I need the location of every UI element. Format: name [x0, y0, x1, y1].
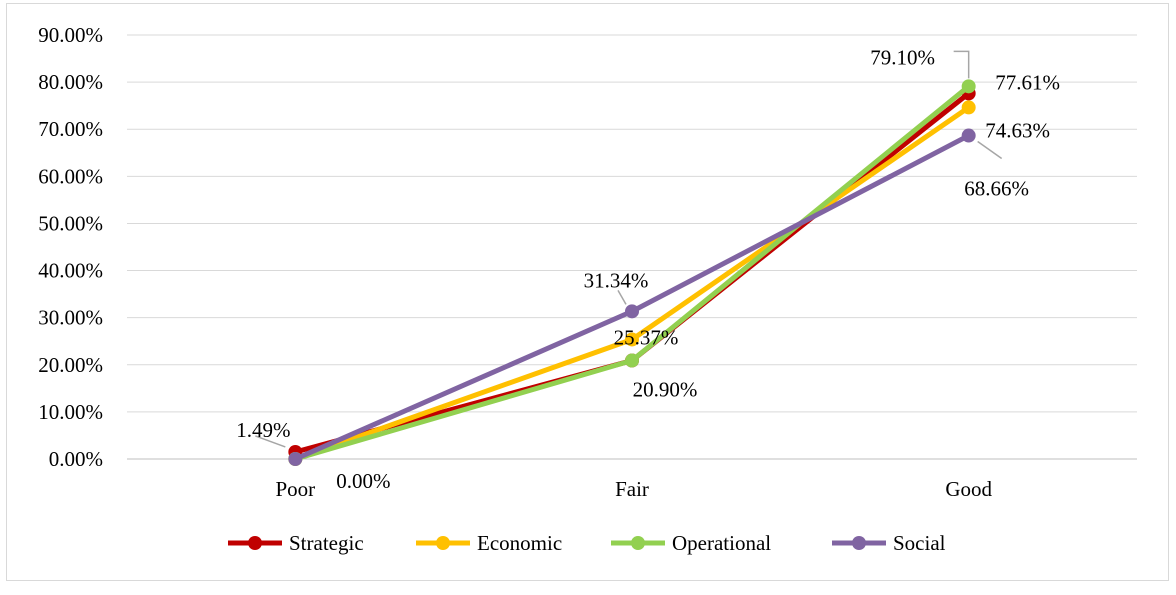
leader-line — [255, 435, 286, 448]
legend-item[interactable]: Economic — [416, 531, 562, 555]
data-point[interactable] — [625, 353, 639, 368]
label-leader-lines — [255, 50, 1003, 448]
data-label: 79.10% — [870, 45, 935, 69]
x-tick-label: Poor — [275, 477, 315, 501]
y-tick-label: 30.00% — [38, 306, 103, 330]
data-label: 31.34% — [584, 268, 649, 292]
legend-item[interactable]: Operational — [611, 531, 771, 555]
data-label: 25.37% — [614, 325, 679, 349]
legend-label: Economic — [477, 531, 562, 555]
data-label: 1.49% — [236, 418, 290, 442]
data-label: 68.66% — [964, 177, 1029, 201]
y-tick-label: 80.00% — [38, 70, 103, 94]
data-point[interactable] — [961, 79, 976, 94]
legend-label: Social — [893, 531, 946, 555]
data-point[interactable] — [961, 128, 976, 143]
leader-line — [953, 50, 970, 79]
legend-item[interactable]: Social — [832, 531, 946, 555]
x-tick-label: Fair — [615, 477, 649, 501]
legend-swatch-marker — [248, 536, 262, 550]
y-tick-label: 0.00% — [49, 447, 103, 471]
legend-label: Operational — [672, 531, 771, 555]
y-tick-label: 70.00% — [38, 117, 103, 141]
y-tick-label: 50.00% — [38, 211, 103, 235]
data-label: 77.61% — [995, 70, 1060, 94]
data-labels: 1.49% 0.00% 31.34% 25.37% 20.90% 79.10% 77.61%… — [236, 45, 1060, 493]
legend-item[interactable]: Strategic — [228, 531, 364, 555]
data-label: 20.90% — [633, 378, 698, 402]
x-axis-ticks: Poor Fair Good — [275, 477, 992, 501]
data-label: 0.00% — [336, 469, 390, 493]
legend-swatch-marker — [852, 536, 866, 550]
data-point[interactable] — [625, 332, 639, 347]
x-tick-label: Good — [945, 477, 992, 501]
data-point[interactable] — [961, 100, 976, 115]
leader-line — [617, 289, 627, 305]
y-axis-ticks: 0.00% 10.00% 20.00% 30.00% 40.00% 50.00% 60.00… — [38, 23, 103, 471]
data-point[interactable] — [288, 452, 303, 466]
legend[interactable]: Strategic Economic Operational Social — [228, 531, 946, 555]
y-tick-label: 90.00% — [38, 23, 103, 47]
y-tick-label: 20.00% — [38, 353, 103, 377]
legend-swatch-marker — [436, 536, 450, 550]
data-label: 74.63% — [985, 118, 1050, 142]
legend-swatch-marker — [631, 536, 645, 550]
data-point[interactable] — [625, 304, 639, 319]
y-tick-label: 40.00% — [38, 259, 103, 283]
leader-line — [977, 140, 1003, 160]
y-tick-label: 60.00% — [38, 164, 103, 188]
legend-label: Strategic — [289, 531, 364, 555]
chart-border — [6, 3, 1169, 581]
y-tick-label: 10.00% — [38, 400, 103, 424]
series-lines — [288, 79, 976, 466]
